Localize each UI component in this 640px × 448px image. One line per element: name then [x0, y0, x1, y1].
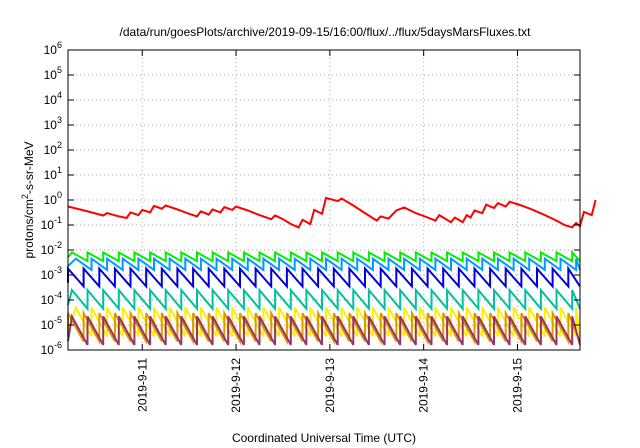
- y-tick-label: 10-3: [41, 265, 62, 282]
- series-line-3: [67, 265, 581, 290]
- x-tick-label: 2019-9-13: [323, 358, 337, 413]
- y-tick-label: 10-5: [41, 315, 62, 332]
- series-line-1: [67, 249, 581, 263]
- y-tick-label: 102: [44, 140, 62, 157]
- series-line-4: [67, 287, 581, 312]
- grid: [68, 50, 580, 350]
- series-line-6: [67, 309, 581, 346]
- y-tick-label: 106: [44, 40, 62, 57]
- x-tick-label: 2019-9-14: [417, 358, 431, 413]
- y-tick-label: 103: [44, 115, 62, 132]
- series-line-2: [67, 256, 581, 272]
- y-tick-label: 10-4: [41, 290, 62, 307]
- y-tick-label: 104: [44, 90, 62, 107]
- x-tick-label: 2019-9-15: [510, 358, 524, 413]
- series-line-0: [67, 196, 597, 229]
- y-axis-label: protons/cm2-s-sr-MeV: [20, 141, 36, 258]
- y-tick-label: 10-6: [41, 340, 62, 357]
- y-axis-label-sup: 2: [20, 194, 30, 199]
- y-tick-label: 100: [44, 190, 62, 207]
- x-tick-label: 2019-9-12: [229, 358, 243, 413]
- x-axis-label: Coordinated Universal Time (UTC): [232, 431, 416, 445]
- series-line-7: [67, 313, 581, 346]
- y-axis-label-rest: -s-sr-MeV: [22, 141, 36, 194]
- y-axis-ticks: 10-6 10-5 10-4 10-3 10-2 10-1 100 101 102 103 104 1…: [41, 40, 580, 357]
- y-tick-label: 101: [44, 165, 62, 182]
- x-tick-label: 2019-9-11: [135, 358, 149, 412]
- chart-title: /data/run/goesPlots/archive/2019-09-15/1…: [120, 25, 532, 39]
- series-lines: [67, 196, 597, 346]
- y-tick-label: 105: [44, 65, 62, 82]
- y-tick-label: 10-1: [41, 215, 62, 232]
- x-axis-ticks: 2019-9-11 2019-9-12 2019-9-13 2019-9-14 2019…: [135, 50, 524, 413]
- y-tick-label: 10-2: [41, 240, 62, 257]
- y-axis-label-base: protons/cm: [22, 199, 36, 258]
- series-line-5: [67, 304, 581, 337]
